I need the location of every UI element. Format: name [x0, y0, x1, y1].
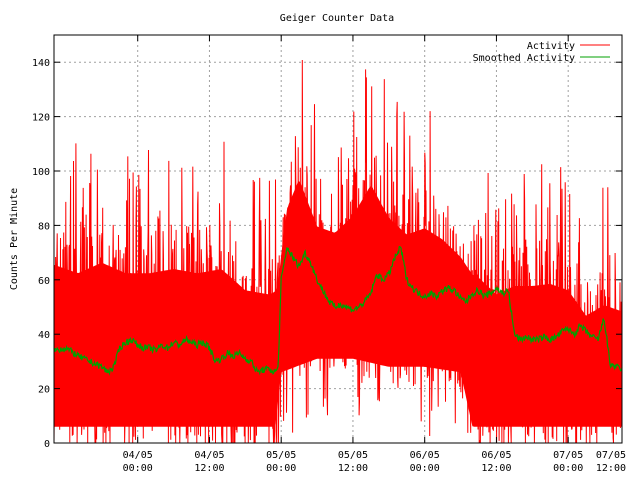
smoothed-line [53, 245, 623, 376]
x-tick-label-time: 12:00 [481, 463, 511, 474]
y-tick-label: 60 [38, 276, 50, 287]
axis-ticks: 0 20 40 60 80 100 120 140 04/05 00:00 04/05 12:00 05… [32, 35, 626, 474]
x-tick-label-date: 04/05 [123, 450, 153, 461]
legend-label-smoothed: Smoothed Activity [473, 53, 575, 64]
x-tick-label-date: 04/05 [194, 450, 224, 461]
chart-title: Geiger Counter Data [280, 13, 394, 24]
y-tick-label: 40 [38, 330, 50, 341]
x-tick-label-time: 12:00 [194, 463, 224, 474]
x-tick-label-time: 00:00 [123, 463, 153, 474]
x-tick-label-time: 00:00 [553, 463, 583, 474]
x-tick-label-time: 12:00 [596, 463, 626, 474]
y-tick-label: 100 [32, 167, 50, 178]
x-tick-label-time: 00:00 [266, 463, 296, 474]
x-tick-label-time: 12:00 [338, 463, 368, 474]
y-tick-label: 20 [38, 385, 50, 396]
x-tick-label-date: 06/05 [410, 450, 440, 461]
y-tick-label: 120 [32, 113, 50, 124]
y-tick-label: 0 [44, 439, 50, 450]
smoothed-series [53, 245, 623, 376]
x-tick-label-date: 07/05 [553, 450, 583, 461]
x-tick-label-time: 00:00 [410, 463, 440, 474]
y-tick-label: 80 [38, 221, 50, 232]
legend-label-activity: Activity [527, 41, 575, 52]
x-tick-label-date: 06/05 [481, 450, 511, 461]
x-tick-label-date: 07/05 [596, 450, 626, 461]
plot-border [53, 34, 623, 444]
y-tick-label: 140 [32, 58, 50, 69]
x-tick-label-date: 05/05 [338, 450, 368, 461]
x-tick-label-date: 05/05 [266, 450, 296, 461]
legend: Activity Smoothed Activity [473, 41, 610, 64]
y-axis-label: Counts Per Minute [9, 188, 20, 290]
